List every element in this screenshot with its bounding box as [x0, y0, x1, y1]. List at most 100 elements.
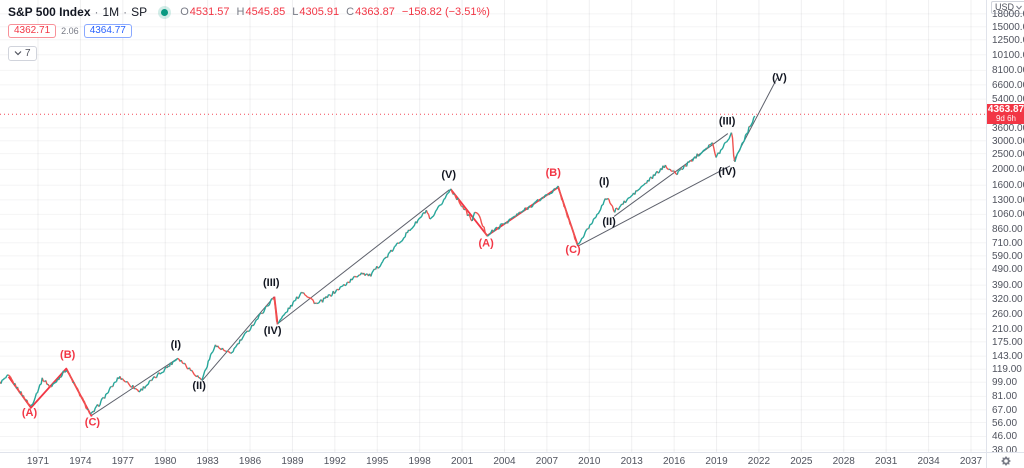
trendline[interactable] [201, 296, 275, 382]
elliott-wave-label[interactable]: (IV) [718, 166, 736, 178]
time-tick-label: 1998 [408, 456, 431, 467]
elliott-wave-label[interactable]: (II) [602, 216, 616, 228]
elliott-wave-labels[interactable]: (A) (B) (C) (I) (II) (III) (IV) (V) (A) (B) (C) (I)… [22, 72, 787, 428]
price-tick-label: 46.00 [992, 431, 1018, 443]
elliott-wave-label[interactable]: (I) [171, 339, 182, 351]
price-tick-label: 38.00 [992, 445, 1018, 456]
price-tick-label: 5400.00 [992, 94, 1024, 106]
price-tick-label: 490.00 [992, 264, 1023, 275]
elliott-wave-label[interactable]: (I) [599, 176, 610, 188]
price-axis[interactable]: USD 4363.87 9d 6h 18000.0015000.0012500.… [986, 0, 1024, 456]
bar-close-countdown: 9d 6h [995, 114, 1017, 124]
elliott-wave-label[interactable]: (B) [60, 349, 76, 361]
change-value: −158.82 (−3.51%) [401, 6, 490, 18]
time-tick-label: 2016 [662, 456, 686, 467]
trendline[interactable] [577, 165, 731, 247]
elliott-wave-label[interactable]: (C) [565, 244, 581, 256]
price-tick-label: 710.00 [992, 237, 1023, 249]
price-tick-label: 1600.00 [992, 180, 1024, 192]
gear-icon[interactable] [1000, 455, 1012, 467]
time-tick-label: 1989 [281, 456, 304, 467]
close-value: 4363.87 [355, 6, 395, 18]
chevron-down-icon [1016, 5, 1022, 10]
symbol-title[interactable]: S&P 500 Index [8, 5, 91, 19]
chevron-down-icon [14, 51, 22, 56]
close-label: C [346, 6, 355, 18]
time-tick-label: 1974 [69, 456, 92, 467]
elliott-wave-label[interactable]: (C) [85, 416, 101, 428]
time-tick-label: 1995 [366, 456, 389, 467]
elliott-wave-label[interactable]: (II) [192, 380, 206, 392]
trendline[interactable] [613, 133, 729, 217]
elliott-wave-label[interactable]: (A) [478, 238, 494, 250]
object-tree-collapse-button[interactable]: 7 [8, 45, 37, 61]
price-tick-label: 2000.00 [992, 164, 1024, 176]
time-tick-label: 1986 [238, 456, 262, 467]
axis-settings-corner[interactable] [986, 452, 1024, 468]
price-tick-label: 1300.00 [992, 194, 1024, 206]
currency-unit-label: USD [995, 2, 1015, 12]
legend-separator: · [94, 5, 99, 19]
price-tick-label: 18000.00 [992, 8, 1024, 20]
last-price-value: 4363.87 [987, 104, 1024, 116]
price-tick-label: 175.00 [992, 336, 1023, 348]
time-tick-label: 1983 [196, 456, 219, 467]
trendline[interactable] [91, 357, 179, 416]
open-value: 4531.57 [189, 6, 230, 18]
trendline[interactable] [277, 189, 450, 325]
last-price-axis-label: 4363.87 9d 6h [987, 104, 1024, 125]
time-tick-label: 1977 [111, 456, 134, 467]
time-tick-label: 2007 [535, 456, 559, 467]
elliott-wave-label[interactable]: (B) [546, 167, 562, 179]
chart-pane[interactable]: (A) (B) (C) (I) (II) (III) (IV) (V) (A) (B) (C) (I)… [0, 0, 986, 452]
currency-unit-button[interactable]: USD [991, 1, 1024, 14]
time-tick-label: 2025 [790, 456, 813, 467]
hidden-objects-count: 7 [25, 47, 31, 59]
time-axis[interactable]: 1971 1974 1977 1980 1983 1986 1989 1992 1995 1998… [0, 452, 986, 468]
market-status-dot-icon[interactable] [161, 8, 169, 16]
time-tick-label: 2022 [747, 456, 771, 467]
price-tick-label: 12500.00 [992, 34, 1024, 46]
time-tick-label: 2031 [875, 456, 898, 467]
trendline-drawings[interactable] [91, 77, 778, 416]
down-candles-path [0, 125, 751, 415]
price-candles-series [0, 115, 756, 415]
price-tick-label: 56.00 [992, 417, 1018, 429]
time-tick-label: 2013 [620, 456, 643, 467]
symbol-exchange[interactable]: SP [131, 5, 148, 19]
legend-separator: · [123, 5, 128, 19]
price-tick-label: 81.00 [992, 391, 1018, 403]
time-tick-label: 2034 [917, 456, 940, 467]
grid-lines [0, 0, 986, 452]
time-tick-label: 2010 [578, 456, 601, 467]
price-tick-label: 67.00 [992, 404, 1018, 416]
price-tick-label: 119.00 [992, 364, 1022, 376]
elliott-wave-label[interactable]: (V) [441, 169, 456, 181]
price-tick-label: 590.00 [992, 250, 1023, 262]
elliott-wave-label[interactable]: (V) [772, 72, 787, 84]
elliott-wave-label[interactable]: (III) [263, 277, 280, 289]
price-tick-label: 15000.00 [992, 21, 1024, 33]
price-tick-label: 6600.00 [992, 79, 1024, 91]
sell-button[interactable]: 4362.71 [8, 23, 57, 38]
buy-button[interactable]: 4364.77 [83, 23, 132, 38]
high-value: 4545.85 [245, 6, 286, 18]
time-tick-label: 1992 [323, 456, 346, 467]
symbol-legend: S&P 500 Index · 1M · SP O 4531.57 H 4545.8… [8, 4, 490, 62]
price-tick-label: 210.00 [992, 323, 1023, 335]
price-tick-label: 3000.00 [992, 135, 1024, 147]
elliott-wave-label[interactable]: (A) [22, 407, 38, 419]
time-tick-label: 2001 [450, 456, 474, 467]
time-tick-label: 2019 [705, 456, 728, 467]
price-tick-label: 8100.00 [992, 65, 1024, 77]
elliott-wave-label[interactable]: (III) [719, 116, 736, 128]
high-label: H [236, 6, 245, 18]
symbol-interval[interactable]: 1M [102, 5, 120, 19]
time-tick-label: 2004 [493, 456, 516, 467]
elliott-wave-label[interactable]: (IV) [264, 325, 282, 337]
price-tick-label: 320.00 [992, 294, 1023, 306]
ohlc-readout: O 4531.57 H 4545.85 L 4305.91 C 4363.87 −158… [180, 6, 490, 18]
time-tick-label: 1980 [154, 456, 177, 467]
price-tick-label: 390.00 [992, 280, 1023, 292]
